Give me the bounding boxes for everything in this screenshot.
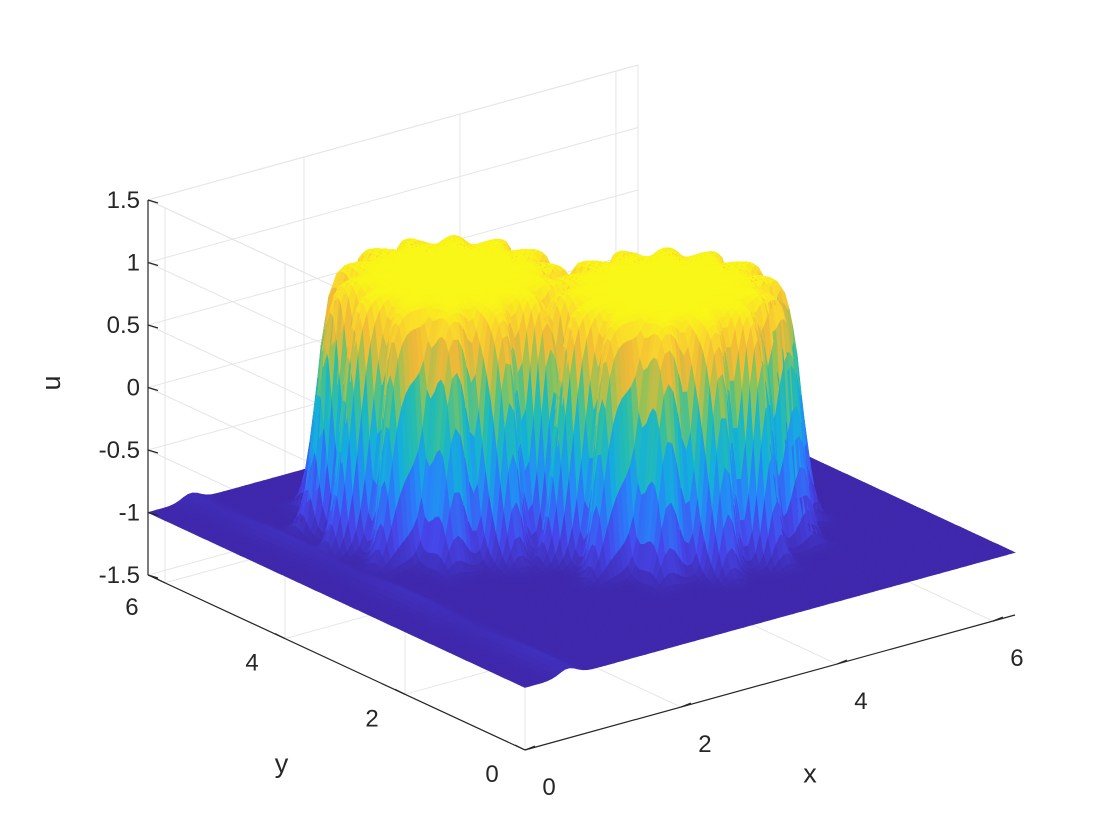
surface [147, 234, 1016, 688]
box-edge [147, 64, 639, 201]
z-gridline [147, 127, 639, 263]
